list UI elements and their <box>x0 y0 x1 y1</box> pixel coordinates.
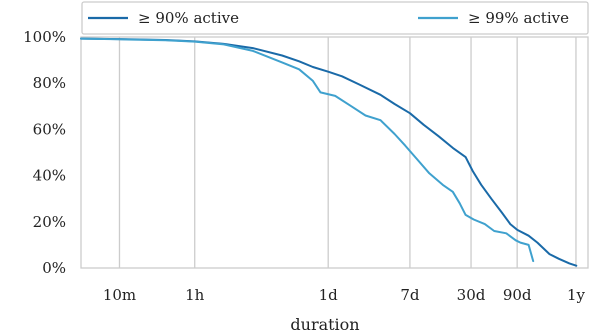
y-tick-label: 0% <box>42 259 66 277</box>
x-tick-label: 1d <box>319 286 339 304</box>
plot-border <box>80 36 589 269</box>
y-tick-label: 20% <box>33 213 66 231</box>
y-tick-label: 40% <box>33 167 66 185</box>
series-line-0 <box>80 37 578 267</box>
legend-entry-label: ≥ 99% active <box>468 9 569 27</box>
y-tick-label: 80% <box>33 74 66 92</box>
x-tick-label: 7d <box>400 286 420 304</box>
x-tick-label: 1h <box>185 286 205 304</box>
x-tick-label: 1y <box>567 286 586 304</box>
grid-lines <box>118 37 577 268</box>
plot-frame <box>80 36 589 269</box>
legend-box <box>81 1 589 35</box>
series-lines <box>80 37 578 267</box>
legend-entry-label: ≥ 90% active <box>138 9 239 27</box>
x-axis-label: duration <box>290 315 359 334</box>
x-tick-label: 30d <box>457 286 486 304</box>
legend: ≥ 90% active ≥ 99% active <box>81 1 589 35</box>
y-tick-label: 100% <box>23 28 66 46</box>
y-tick-label: 60% <box>33 120 66 138</box>
x-tick-label: 90d <box>503 286 532 304</box>
series-line-1 <box>80 37 535 263</box>
y-axis-ticks: 0% 20% 40% 60% 80% 100% <box>23 28 66 277</box>
x-axis-ticks: 10m 1h 1d 7d 30d 90d 1y <box>103 286 586 304</box>
x-tick-label: 10m <box>103 286 136 304</box>
